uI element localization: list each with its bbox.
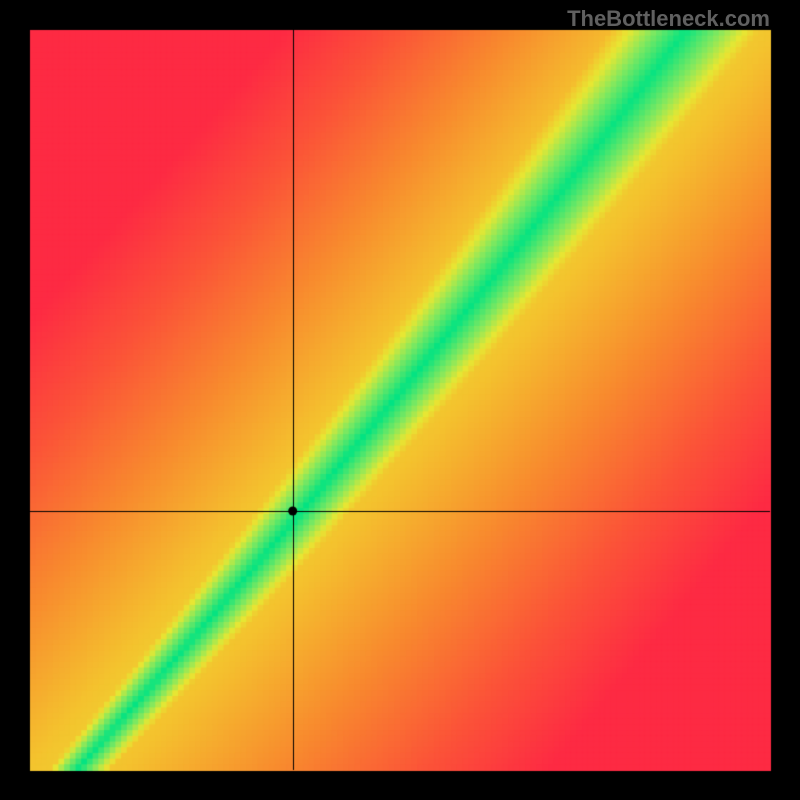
watermark-text: TheBottleneck.com bbox=[567, 6, 770, 32]
chart-container: TheBottleneck.com bbox=[0, 0, 800, 800]
bottleneck-heatmap bbox=[0, 0, 800, 800]
